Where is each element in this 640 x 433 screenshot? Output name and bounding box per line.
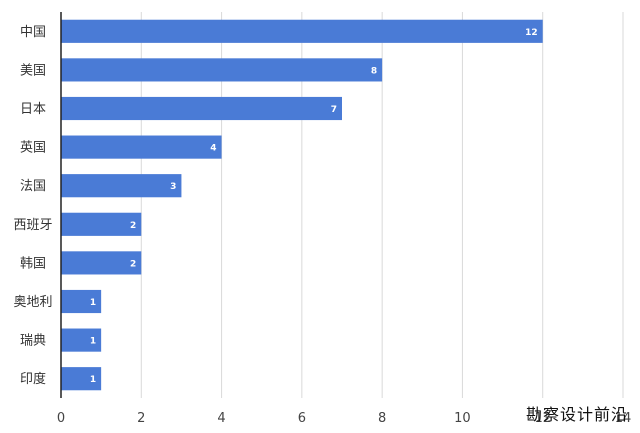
bar: [61, 96, 342, 121]
category-label: 英国: [20, 141, 46, 156]
bar: [61, 328, 102, 352]
x-tick-label: 0: [57, 411, 65, 426]
x-tick-label: 6: [298, 411, 306, 426]
bar-value-label: 3: [170, 182, 176, 192]
category-label: 美国: [20, 63, 46, 78]
bars: 12 8 7 4 3 2 2 1 1 1: [61, 19, 543, 391]
category-label: 法国: [20, 179, 46, 194]
category-label: 韩国: [20, 256, 46, 271]
bar-value-label: 2: [130, 259, 136, 269]
x-tick-label: 14: [615, 411, 632, 426]
bar-value-label: 7: [331, 105, 337, 115]
bar: [61, 289, 102, 314]
bar-value-label: 1: [90, 337, 96, 347]
category-label: 奥地利: [13, 295, 52, 310]
bar-value-label: 2: [130, 221, 136, 231]
bar-value-label: 1: [90, 298, 96, 308]
bar-value-label: 1: [90, 375, 96, 385]
bar: [61, 58, 383, 82]
bar-value-label: 4: [210, 144, 216, 154]
x-tick-label: 8: [378, 411, 386, 426]
bar-value-label: 12: [525, 28, 538, 38]
bar: [61, 251, 142, 275]
x-tick-label: 12: [534, 411, 551, 426]
x-tick-label: 10: [454, 411, 471, 426]
bar: [61, 212, 142, 236]
category-label: 瑞典: [20, 334, 46, 349]
category-label: 日本: [20, 102, 46, 117]
watermark-text: 勘察设计前沿: [525, 405, 628, 424]
category-label: 中国: [20, 25, 46, 40]
category-label: 印度: [20, 371, 46, 387]
x-tick-label: 2: [137, 411, 145, 426]
bar: [61, 174, 182, 198]
bar: [61, 135, 222, 159]
x-axis-tick-labels: 0 2 4 6 8 10 12 14: [57, 411, 631, 426]
bar: [61, 19, 543, 43]
category-label: 西班牙: [13, 218, 52, 233]
bar: [61, 367, 102, 391]
bar-value-label: 8: [371, 66, 377, 76]
x-tick-label: 4: [217, 411, 225, 426]
